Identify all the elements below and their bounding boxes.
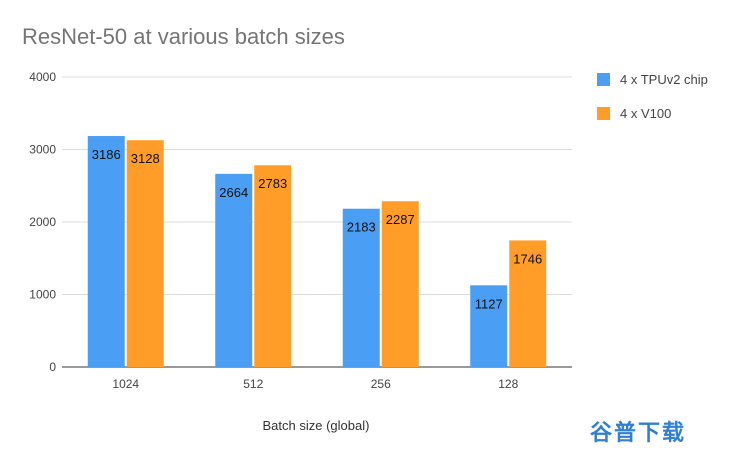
chart-title: ResNet-50 at various batch sizes — [22, 24, 345, 49]
x-tick-label: 1024 — [112, 377, 139, 391]
x-tick-label: 512 — [243, 377, 263, 391]
watermark-logo: 谷普下载 — [589, 421, 686, 446]
bar-value-label: 2287 — [386, 212, 415, 227]
legend: 4 x TPUv2 chip 4 x V100 — [597, 72, 708, 121]
bar — [342, 208, 380, 367]
bar-value-labels: 3186 3128 2664 2783 2183 2287 1127 1746 — [92, 147, 542, 311]
bar-value-label: 1127 — [475, 296, 503, 311]
bar — [215, 173, 253, 367]
bar-value-label: 2183 — [347, 220, 376, 235]
bar-value-label: 2664 — [219, 185, 248, 200]
x-axis-title: Batch size (global) — [263, 418, 370, 433]
bar — [381, 201, 419, 367]
bar-value-label: 3186 — [92, 147, 121, 162]
legend-swatch — [597, 73, 610, 86]
bar — [509, 240, 547, 367]
bar-value-label: 1746 — [513, 251, 542, 266]
bar — [254, 165, 292, 367]
legend-swatch — [597, 107, 610, 120]
legend-label: 4 x TPUv2 chip — [620, 72, 708, 87]
y-tick-label: 4000 — [29, 70, 56, 84]
y-tick-label: 0 — [49, 360, 56, 374]
x-tick-labels: 1024 512 256 128 — [112, 377, 518, 391]
y-tick-label: 3000 — [29, 143, 56, 157]
x-tick-label: 256 — [371, 377, 391, 391]
y-tick-labels: 0 1000 2000 3000 4000 — [29, 70, 56, 374]
legend-label: 4 x V100 — [620, 106, 671, 121]
y-tick-label: 1000 — [29, 288, 56, 302]
y-tick-label: 2000 — [29, 215, 56, 229]
bar-value-label: 2783 — [258, 176, 287, 191]
bars — [87, 136, 547, 367]
bar — [126, 140, 164, 367]
x-tick-label: 128 — [498, 377, 518, 391]
bar — [470, 285, 508, 367]
bar-value-label: 3128 — [131, 151, 160, 166]
bar — [87, 136, 125, 367]
